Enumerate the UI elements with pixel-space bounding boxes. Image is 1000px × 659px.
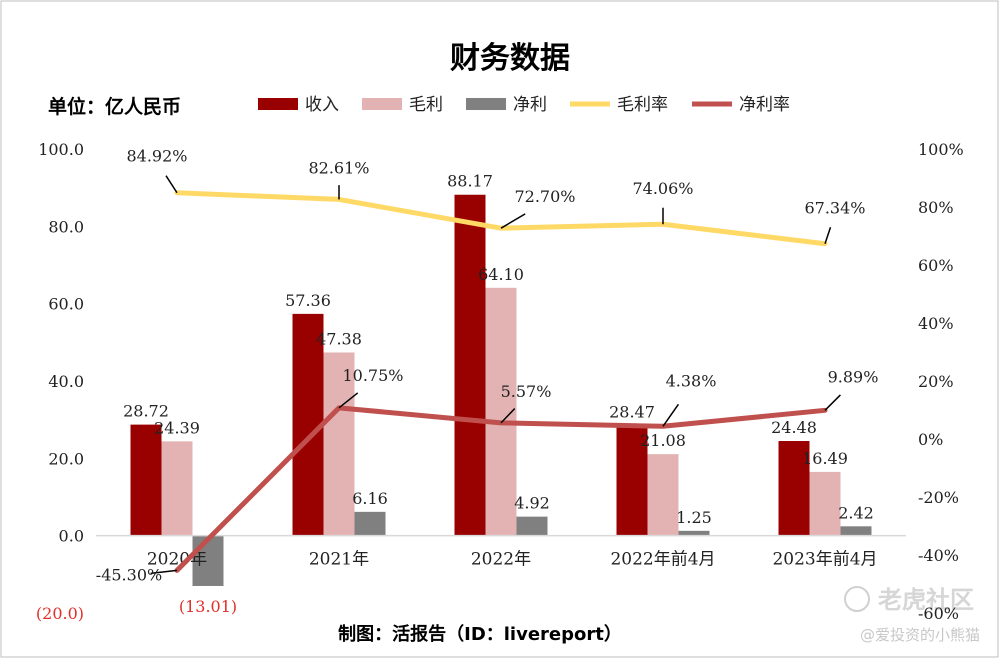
y-right-tick-label: 40% (918, 314, 954, 333)
line-data-labels: 84.92% 82.61% 72.70% 74.06% 67.34% -45.30% 10.… (96, 147, 879, 585)
y-left-tick-label: 100.0 (38, 140, 84, 159)
leader-line (150, 569, 178, 575)
watermark-author: @爱投资的小熊猫 (860, 626, 980, 644)
bar-value-label: 28.72 (123, 402, 169, 421)
x-tick-label: 2021年 (309, 550, 369, 570)
unit-label: 单位：亿人民币 (48, 95, 181, 118)
line-value-label: 67.34% (804, 199, 865, 218)
y-right-tick-label: -40% (918, 546, 959, 565)
line-value-label: 4.38% (666, 371, 717, 390)
x-tick-label: 2022年前4月 (610, 550, 715, 570)
bar-value-label: 64.10 (478, 265, 524, 284)
y-left-tick-label: 60.0 (48, 295, 84, 314)
bar-value-label: 2.42 (838, 503, 874, 522)
bar-revenue (616, 425, 648, 536)
bar-value-label: 16.49 (802, 449, 848, 468)
line-value-label: 74.06% (632, 179, 693, 198)
bar-value-label: 24.48 (771, 418, 817, 437)
line-value-label: 72.70% (514, 187, 575, 206)
legend: 收入 毛利 净利 毛利率 净利率 (258, 95, 790, 115)
bar-net-profit (516, 516, 548, 536)
bar-revenue (454, 194, 486, 536)
y-right-tick-label: 60% (918, 256, 954, 275)
x-axis-labels: 2020年 2021年 2022年 2022年前4月 2023年前4月 (147, 550, 878, 570)
bar-revenue (130, 424, 162, 536)
line-value-label: 82.61% (308, 158, 369, 177)
legend-label: 毛利率 (617, 95, 668, 115)
y-left-tick-label: 80.0 (48, 217, 84, 236)
y-right-tick-label: -60% (918, 604, 959, 623)
y-right-tick-label: 0% (918, 430, 943, 449)
y-right-tick-label: -20% (918, 488, 959, 507)
legend-swatch (258, 98, 298, 110)
bar-net-profit (840, 526, 872, 536)
x-tick-label: 2022年 (471, 550, 531, 570)
bar-value-label: 6.16 (352, 489, 388, 508)
watermark: 老虎社区 @爱投资的小熊猫 (844, 586, 980, 644)
bar-value-label: 1.25 (676, 508, 712, 527)
bar-value-label: 28.47 (609, 403, 655, 422)
leader-line (824, 226, 832, 244)
y-axis-right: -60% -40% -20% 0% 20% 40% 60% 80% 100% (918, 140, 964, 623)
bar-series-group (130, 194, 872, 586)
bar-gross-profit (323, 352, 355, 536)
bar-revenue (292, 313, 324, 536)
y-left-tick-label: (20.0) (36, 604, 84, 623)
bar-gross-profit (161, 441, 193, 536)
y-left-tick-label: 40.0 (48, 372, 84, 391)
line-value-label: -45.30% (96, 565, 162, 584)
bar-data-labels: 28.72 57.36 88.17 28.47 24.48 24.39 47.38 64.10… (123, 172, 874, 616)
bar-revenue (778, 441, 810, 536)
y-left-tick-label: 20.0 (48, 449, 84, 468)
leader-line (500, 408, 516, 424)
y-right-tick-label: 20% (918, 372, 954, 391)
leader-line (165, 175, 178, 194)
y-right-tick-label: 80% (918, 198, 954, 217)
bar-value-label: (13.01) (179, 597, 237, 616)
legend-label: 净利 (513, 95, 547, 115)
source-note: 制图：活报告（ID：livereport） (338, 623, 622, 645)
leader-line (662, 403, 680, 427)
leader-line (338, 392, 359, 409)
leader-line (824, 394, 841, 411)
legend-label: 收入 (305, 95, 339, 115)
leader-line (500, 213, 526, 229)
legend-swatch (466, 98, 506, 110)
line-value-label: 10.75% (342, 366, 403, 385)
tiger-logo-icon (844, 586, 870, 612)
legend-label: 净利率 (739, 95, 790, 115)
watermark-brand: 老虎社区 (878, 586, 974, 614)
bar-value-label: 21.08 (640, 431, 686, 450)
bar-net-profit (192, 535, 224, 586)
bar-gross-profit (647, 454, 679, 536)
line-series-group (150, 175, 841, 575)
bar-value-label: 57.36 (285, 291, 331, 310)
bar-value-label: 88.17 (447, 172, 493, 191)
line-value-label: 5.57% (501, 382, 552, 401)
bar-gross-profit (809, 471, 841, 536)
bar-value-label: 24.39 (154, 418, 200, 437)
line-value-label: 84.92% (126, 147, 187, 166)
y-axis-left: (20.0) 0.0 20.0 40.0 60.0 80.0 100.0 (36, 140, 84, 623)
bar-net-profit (678, 530, 710, 536)
line-value-label: 9.89% (828, 367, 879, 386)
y-left-tick-label: 0.0 (59, 527, 84, 546)
legend-label: 毛利 (409, 95, 443, 115)
chart-title: 财务数据 (450, 41, 570, 76)
x-tick-label: 2023年前4月 (772, 550, 877, 570)
bar-net-profit (354, 511, 386, 536)
bar-value-label: 4.92 (514, 494, 550, 513)
legend-swatch (362, 98, 402, 110)
y-right-tick-label: 100% (918, 140, 964, 159)
bar-value-label: 47.38 (316, 329, 362, 348)
